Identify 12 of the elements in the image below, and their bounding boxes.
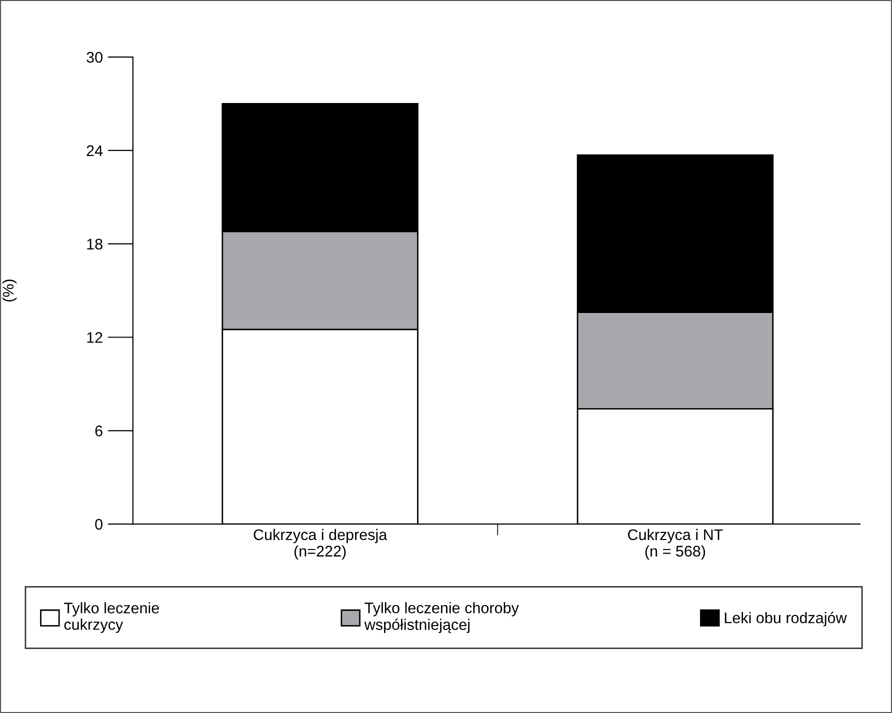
y-tick-label: 18 [87, 238, 102, 250]
legend-label: Leki obu rodzajów [724, 612, 847, 626]
y-tick-label: 0 [95, 518, 102, 530]
x-tick-label: Cukrzyca i depresja (n=222) [254, 528, 388, 560]
y-tick-label: 30 [86, 52, 102, 63]
x-tick-label: Cukrzyca i NT (n = 568) [628, 528, 723, 560]
y-tick-label: 12 [87, 332, 102, 343]
legend-label: Tylko leczenie choroby współistniejącej [364, 602, 519, 634]
y-axis-title: (%) [2, 280, 17, 302]
y-tick-label: 6 [95, 426, 102, 436]
legend-label: Tylko leczenie cukrzycy [64, 602, 159, 633]
y-tick-label: 24 [86, 145, 103, 156]
